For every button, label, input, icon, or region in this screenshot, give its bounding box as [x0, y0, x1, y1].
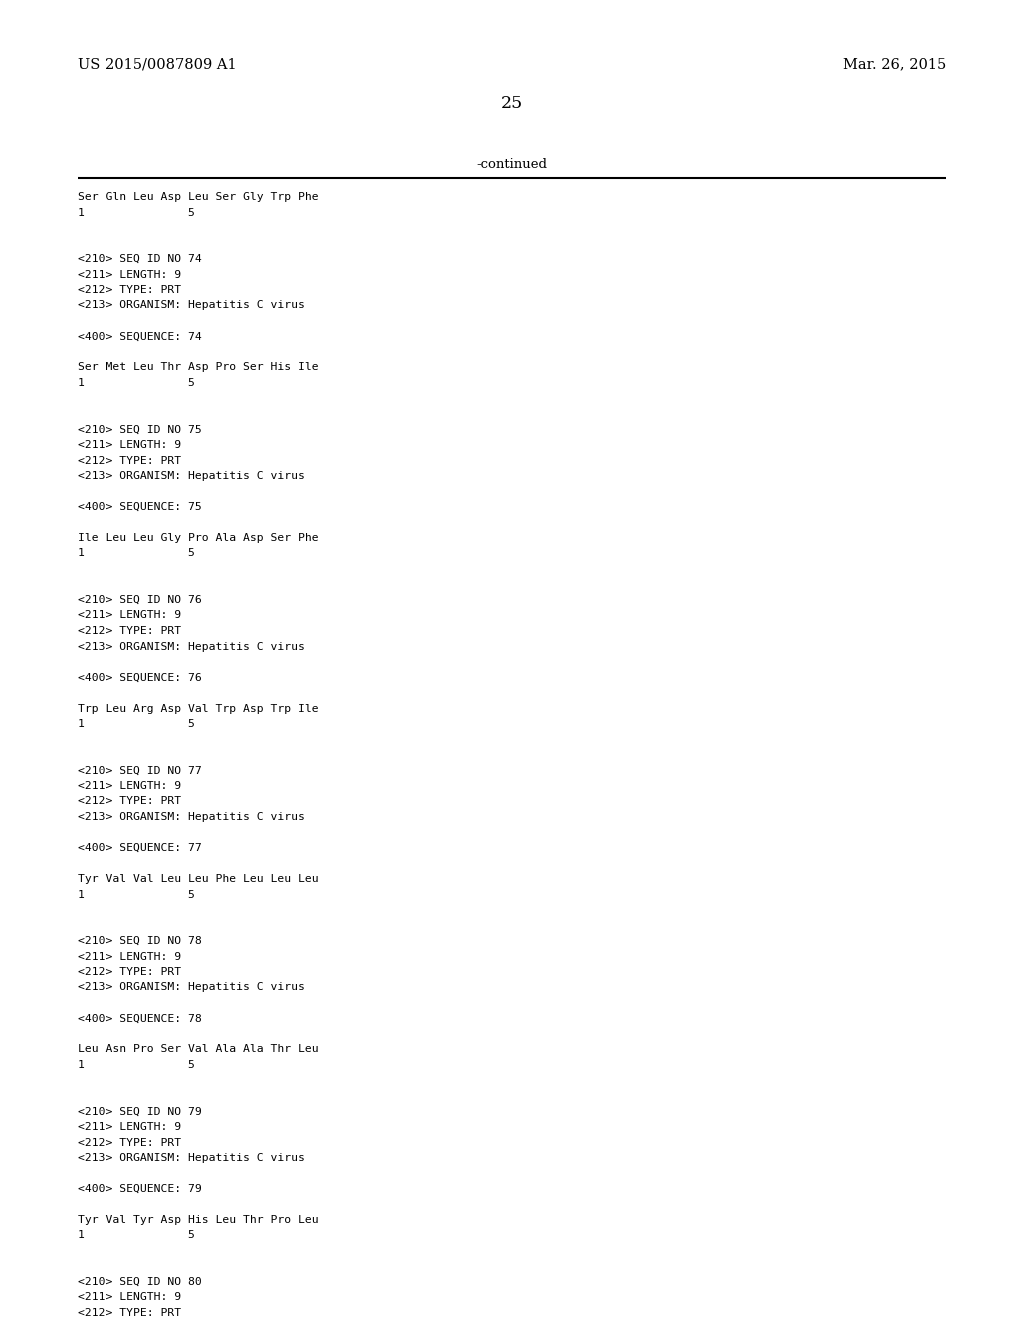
Text: <213> ORGANISM: Hepatitis C virus: <213> ORGANISM: Hepatitis C virus	[78, 1152, 305, 1163]
Text: Ser Gln Leu Asp Leu Ser Gly Trp Phe: Ser Gln Leu Asp Leu Ser Gly Trp Phe	[78, 191, 318, 202]
Text: <211> LENGTH: 9: <211> LENGTH: 9	[78, 781, 181, 791]
Text: <211> LENGTH: 9: <211> LENGTH: 9	[78, 440, 181, 450]
Text: Ile Leu Leu Gly Pro Ala Asp Ser Phe: Ile Leu Leu Gly Pro Ala Asp Ser Phe	[78, 533, 318, 543]
Text: <400> SEQUENCE: 79: <400> SEQUENCE: 79	[78, 1184, 202, 1195]
Text: <212> TYPE: PRT: <212> TYPE: PRT	[78, 285, 181, 294]
Text: <212> TYPE: PRT: <212> TYPE: PRT	[78, 796, 181, 807]
Text: <400> SEQUENCE: 75: <400> SEQUENCE: 75	[78, 502, 202, 512]
Text: Mar. 26, 2015: Mar. 26, 2015	[843, 57, 946, 71]
Text: <211> LENGTH: 9: <211> LENGTH: 9	[78, 610, 181, 620]
Text: <210> SEQ ID NO 80: <210> SEQ ID NO 80	[78, 1276, 202, 1287]
Text: Ser Met Leu Thr Asp Pro Ser His Ile: Ser Met Leu Thr Asp Pro Ser His Ile	[78, 363, 318, 372]
Text: 1               5: 1 5	[78, 378, 195, 388]
Text: 1               5: 1 5	[78, 719, 195, 729]
Text: 1               5: 1 5	[78, 207, 195, 218]
Text: <213> ORGANISM: Hepatitis C virus: <213> ORGANISM: Hepatitis C virus	[78, 471, 305, 480]
Text: <400> SEQUENCE: 74: <400> SEQUENCE: 74	[78, 331, 202, 342]
Text: <210> SEQ ID NO 76: <210> SEQ ID NO 76	[78, 595, 202, 605]
Text: Tyr Val Tyr Asp His Leu Thr Pro Leu: Tyr Val Tyr Asp His Leu Thr Pro Leu	[78, 1214, 318, 1225]
Text: <210> SEQ ID NO 79: <210> SEQ ID NO 79	[78, 1106, 202, 1117]
Text: 1               5: 1 5	[78, 1230, 195, 1241]
Text: US 2015/0087809 A1: US 2015/0087809 A1	[78, 57, 237, 71]
Text: Trp Leu Arg Asp Val Trp Asp Trp Ile: Trp Leu Arg Asp Val Trp Asp Trp Ile	[78, 704, 318, 714]
Text: <210> SEQ ID NO 74: <210> SEQ ID NO 74	[78, 253, 202, 264]
Text: <213> ORGANISM: Hepatitis C virus: <213> ORGANISM: Hepatitis C virus	[78, 301, 305, 310]
Text: 1               5: 1 5	[78, 1060, 195, 1071]
Text: 1               5: 1 5	[78, 890, 195, 899]
Text: <400> SEQUENCE: 76: <400> SEQUENCE: 76	[78, 672, 202, 682]
Text: Tyr Val Val Leu Leu Phe Leu Leu Leu: Tyr Val Val Leu Leu Phe Leu Leu Leu	[78, 874, 318, 884]
Text: <210> SEQ ID NO 75: <210> SEQ ID NO 75	[78, 425, 202, 434]
Text: <213> ORGANISM: Hepatitis C virus: <213> ORGANISM: Hepatitis C virus	[78, 642, 305, 652]
Text: <400> SEQUENCE: 78: <400> SEQUENCE: 78	[78, 1014, 202, 1023]
Text: <213> ORGANISM: Hepatitis C virus: <213> ORGANISM: Hepatitis C virus	[78, 982, 305, 993]
Text: 25: 25	[501, 95, 523, 112]
Text: <211> LENGTH: 9: <211> LENGTH: 9	[78, 952, 181, 961]
Text: <211> LENGTH: 9: <211> LENGTH: 9	[78, 1292, 181, 1303]
Text: <212> TYPE: PRT: <212> TYPE: PRT	[78, 968, 181, 977]
Text: <400> SEQUENCE: 77: <400> SEQUENCE: 77	[78, 843, 202, 853]
Text: <212> TYPE: PRT: <212> TYPE: PRT	[78, 626, 181, 636]
Text: <213> ORGANISM: Hepatitis C virus: <213> ORGANISM: Hepatitis C virus	[78, 812, 305, 822]
Text: -continued: -continued	[476, 158, 548, 172]
Text: <212> TYPE: PRT: <212> TYPE: PRT	[78, 1138, 181, 1147]
Text: 1               5: 1 5	[78, 549, 195, 558]
Text: <212> TYPE: PRT: <212> TYPE: PRT	[78, 1308, 181, 1317]
Text: <211> LENGTH: 9: <211> LENGTH: 9	[78, 1122, 181, 1133]
Text: Leu Asn Pro Ser Val Ala Ala Thr Leu: Leu Asn Pro Ser Val Ala Ala Thr Leu	[78, 1044, 318, 1055]
Text: <211> LENGTH: 9: <211> LENGTH: 9	[78, 269, 181, 280]
Text: <210> SEQ ID NO 78: <210> SEQ ID NO 78	[78, 936, 202, 946]
Text: <210> SEQ ID NO 77: <210> SEQ ID NO 77	[78, 766, 202, 776]
Text: <212> TYPE: PRT: <212> TYPE: PRT	[78, 455, 181, 466]
